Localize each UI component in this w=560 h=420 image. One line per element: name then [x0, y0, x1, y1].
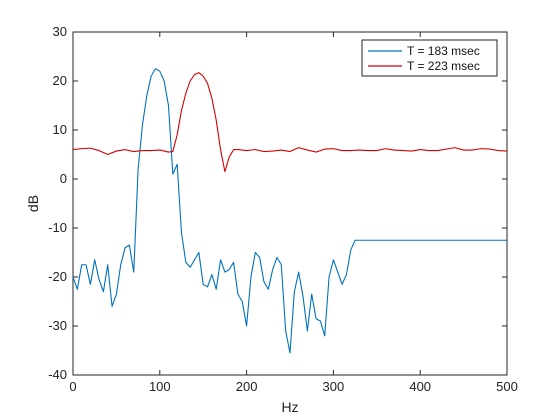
x-tick-label: 200: [236, 379, 258, 394]
legend-label-1: T = 183 msec: [407, 44, 480, 58]
y-tick-label: -30: [48, 318, 67, 333]
x-tick-label: 400: [409, 379, 431, 394]
x-tick-label: 100: [149, 379, 171, 394]
series-line-1: [72, 68, 507, 354]
axes-box: [72, 31, 508, 376]
y-tick-label: -40: [48, 367, 67, 382]
x-tick-label: 300: [323, 379, 345, 394]
y-tick-label: 20: [53, 73, 67, 88]
y-tick-label: 30: [53, 24, 67, 39]
y-tick-label: 10: [53, 122, 67, 137]
y-tick-label: -10: [48, 220, 67, 235]
y-tick-label: 0: [60, 171, 67, 186]
x-axis-label: Hz: [281, 399, 298, 415]
legend-box: [361, 39, 498, 77]
series-line-2: [72, 72, 508, 173]
y-axis-label: dB: [25, 195, 41, 212]
legend-label-2: T = 223 msec: [407, 59, 480, 73]
y-tick-label: -20: [48, 269, 67, 284]
x-tick-label: 0: [69, 379, 76, 394]
x-tick-label: 500: [496, 379, 518, 394]
